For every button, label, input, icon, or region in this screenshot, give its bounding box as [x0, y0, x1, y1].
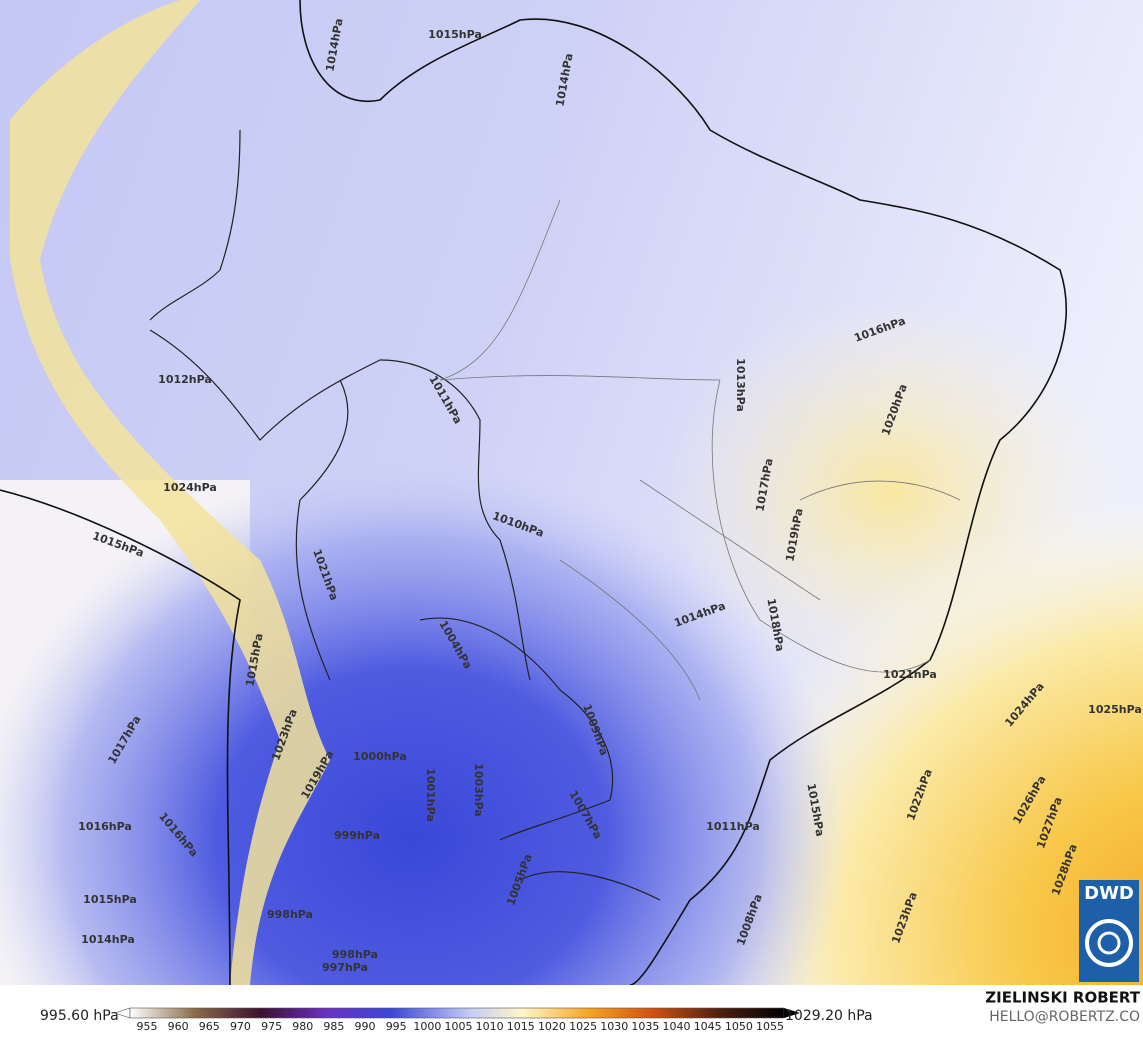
isobar-label: 998hPa: [267, 908, 313, 921]
colorbar: [129, 1007, 785, 1019]
country-borders: [149, 129, 661, 901]
isobar-label: 999hPa: [334, 829, 380, 842]
colorbar-tick-label: 970: [230, 1020, 251, 1033]
isobar-label: 1025hPa: [1088, 703, 1142, 716]
contact: HELLO@ROBERTZ.CO: [989, 1009, 1140, 1025]
isobar-label: 997hPa: [322, 961, 368, 974]
isobar-label: 1000hPa: [353, 750, 407, 763]
coastline-east: [299, 0, 1068, 986]
colorbar-tick-label: 995: [386, 1020, 407, 1033]
colorbar-tick-label: 1000: [413, 1020, 441, 1033]
isobar-label: 1013hPa: [734, 358, 747, 412]
colorbar-tick-label: 1030: [600, 1020, 628, 1033]
isobar-label: 1024hPa: [163, 481, 217, 494]
colorbar-max-arrow: [784, 1008, 800, 1018]
isobar-label: 1021hPa: [883, 668, 937, 681]
colorbar-tick-label: 990: [355, 1020, 376, 1033]
andes-high: [10, 0, 330, 985]
colorbar-tick-label: 1035: [631, 1020, 659, 1033]
colorbar-tick-label: 1040: [663, 1020, 691, 1033]
dwd-logo-swirl: [1085, 919, 1133, 967]
colorbar-tick-label: 1045: [694, 1020, 722, 1033]
colorbar-tick-label: 1015: [507, 1020, 535, 1033]
colorbar-tick-label: 1020: [538, 1020, 566, 1033]
colorbar-tick-label: 1005: [445, 1020, 473, 1033]
colorbar-tick-label: 1025: [569, 1020, 597, 1033]
colorbar-min-label: 995.60 hPa: [40, 1008, 119, 1024]
isobar-label: 1003hPa: [472, 763, 485, 817]
colorbar-tick-label: 975: [261, 1020, 282, 1033]
isobar-label: 998hPa: [332, 948, 378, 961]
colorbar-max-label: 1029.20 hPa: [785, 1008, 873, 1024]
author: ZIELINSKI ROBERT: [985, 989, 1140, 1007]
colorbar-tick-label: 1055: [756, 1020, 784, 1033]
dwd-logo-swirl-inner: [1097, 931, 1121, 955]
colorbar-tick-label: 1010: [476, 1020, 504, 1033]
dwd-logo-text: DWD: [1084, 883, 1134, 904]
isobar-label: 1016hPa: [78, 820, 132, 833]
isobar-label: 1014hPa: [81, 933, 135, 946]
isobar-label: 1015hPa: [428, 28, 482, 41]
colorbar-tick-label: 1050: [725, 1020, 753, 1033]
colorbar-tick-label: 985: [323, 1020, 344, 1033]
colorbar-tick-label: 955: [137, 1020, 158, 1033]
colorbar-tick-label: 980: [292, 1020, 313, 1033]
isobar-label: 1012hPa: [158, 373, 212, 386]
state-borders: [439, 199, 961, 701]
isobar-label: 1001hPa: [424, 768, 437, 822]
colorbar-tick-label: 960: [168, 1020, 189, 1033]
colorbar-tick-label: 965: [199, 1020, 220, 1033]
coastline-west: [0, 489, 241, 986]
isobar-label: 1015hPa: [83, 893, 137, 906]
southern-low: [0, 0, 1143, 985]
isobar-label: 1011hPa: [706, 820, 760, 833]
